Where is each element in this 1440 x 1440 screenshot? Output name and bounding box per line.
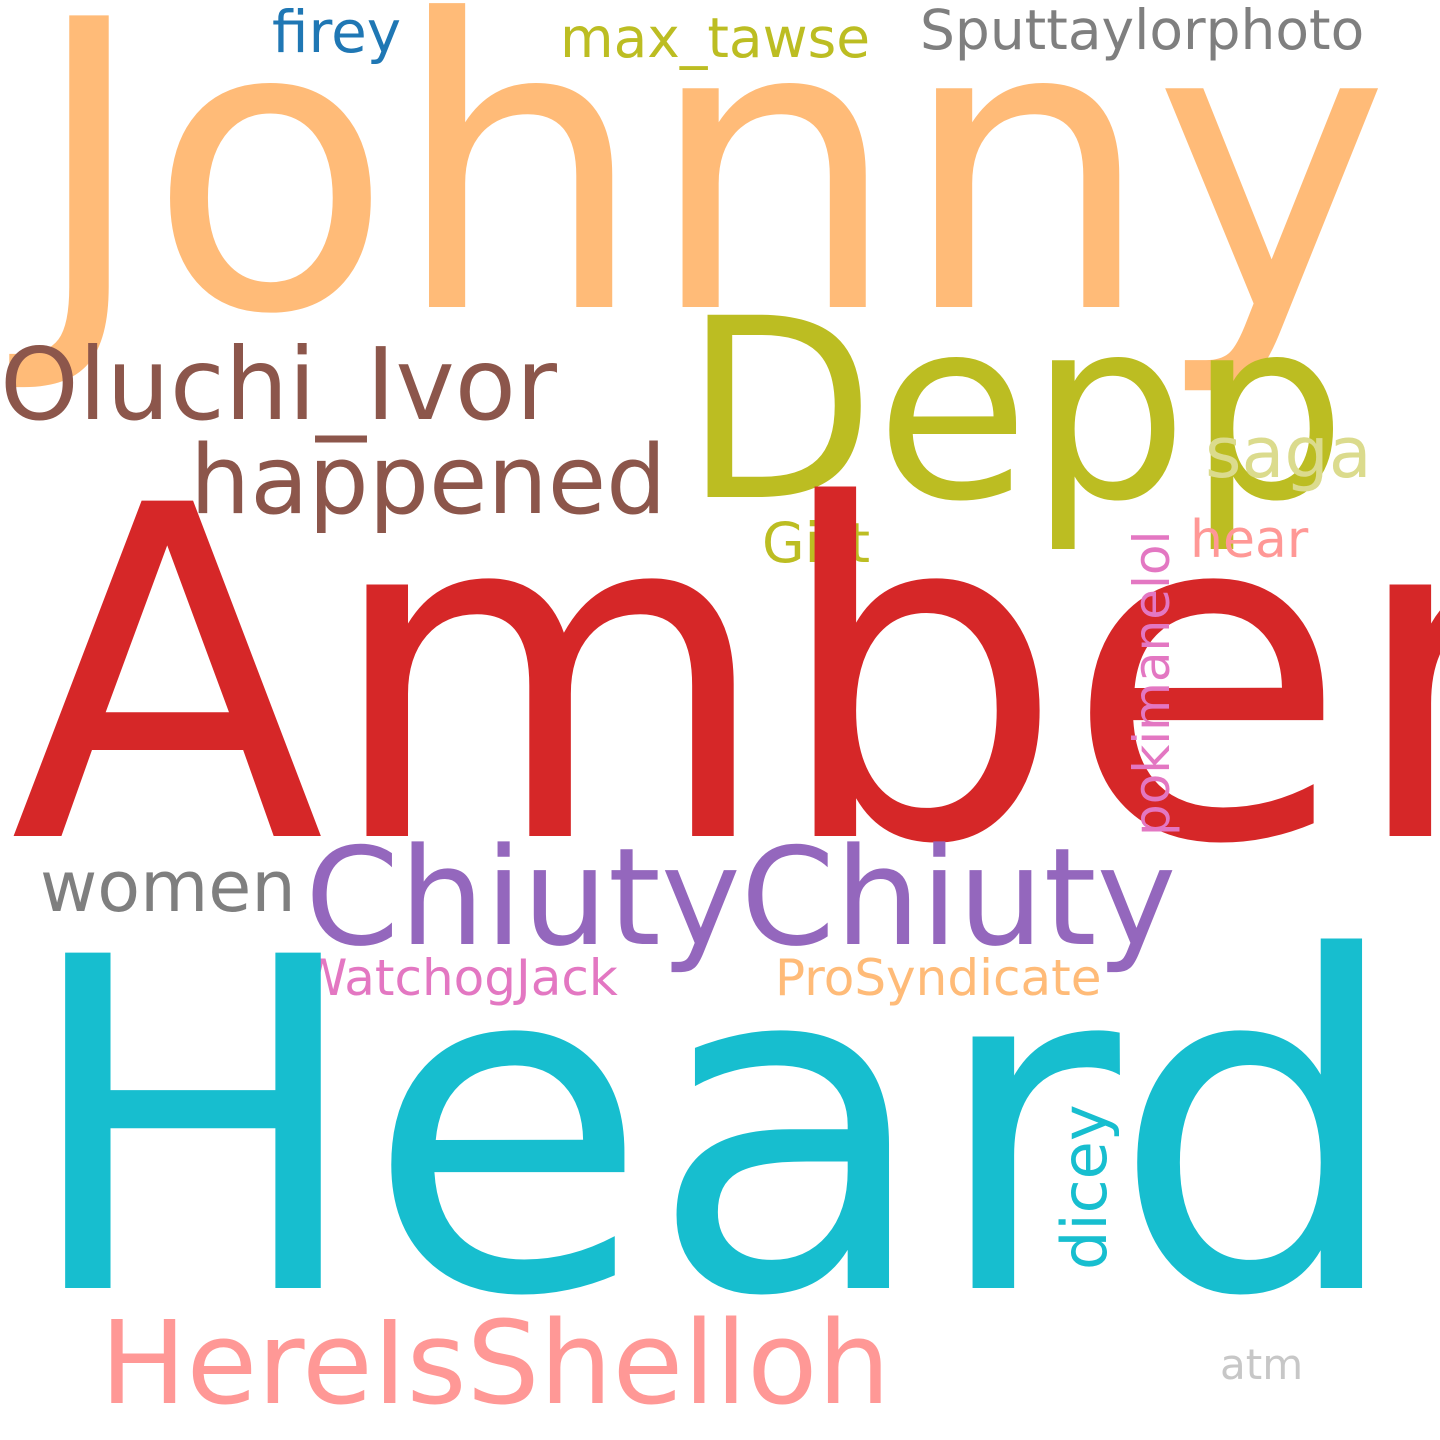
word-max-tawse: max_tawse bbox=[560, 6, 871, 70]
word-hear: hear bbox=[1190, 510, 1309, 570]
word-depp: Depp bbox=[683, 265, 1347, 556]
word-pokimanelol: pokimanelol bbox=[1123, 530, 1181, 836]
word-happened: happened bbox=[190, 426, 667, 536]
word-atm: atm bbox=[1220, 1340, 1304, 1389]
word-saga: saga bbox=[1205, 412, 1372, 494]
word-chiutychiuty: ChiutyChiuty bbox=[305, 819, 1177, 976]
word-dicey: dicey bbox=[1048, 1104, 1121, 1270]
word-prosyndicate: ProSyndicate bbox=[775, 949, 1102, 1007]
word-amber: Amber bbox=[10, 410, 1440, 945]
word-firey: firey bbox=[272, 0, 402, 66]
word-hereisshelloh: HereIsShelloh bbox=[100, 1297, 891, 1431]
word-sputtaylorphoto: Sputtaylorphoto bbox=[920, 0, 1365, 62]
word-watchogjack: WatchogJack bbox=[298, 949, 618, 1007]
word-oluchi-ivor: Oluchi_Ivor bbox=[0, 326, 557, 443]
word-heard: Heard bbox=[20, 862, 1404, 1397]
word-johnny: Johnny bbox=[30, 0, 1390, 402]
word-gist: Gist bbox=[762, 511, 871, 575]
word-women: women bbox=[40, 846, 296, 928]
